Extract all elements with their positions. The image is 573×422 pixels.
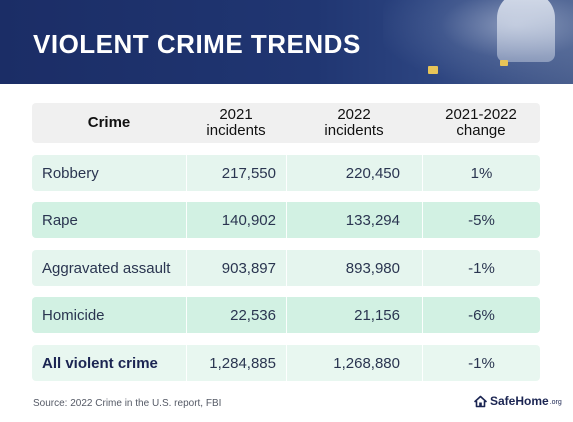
cell-change: -5%: [422, 202, 540, 238]
cell-2022: 133,294: [286, 202, 422, 238]
cell-change: -1%: [422, 250, 540, 286]
evidence-marker-icon: [500, 60, 508, 66]
column-header-sublabel: incidents: [206, 122, 266, 139]
column-header-2021: 2021 incidents: [186, 103, 286, 143]
cell-crime: Rape: [42, 211, 78, 229]
cell-2021: 140,902: [186, 202, 286, 238]
header-banner: VIOLENT CRIME TRENDS: [0, 0, 573, 84]
header-photo-figure: [497, 0, 555, 62]
logo-name: SafeHome: [490, 394, 549, 408]
cell-2021: 217,550: [186, 155, 286, 191]
cell-crime: Aggravated assault: [42, 259, 171, 277]
house-icon: [474, 395, 487, 408]
column-header-crime: Crime: [32, 103, 186, 143]
cell-2022: 893,980: [286, 250, 422, 286]
column-header-2022: 2022 incidents: [286, 103, 422, 143]
page-title: VIOLENT CRIME TRENDS: [33, 29, 361, 59]
cell-change: 1%: [422, 155, 540, 191]
column-header-sublabel: change: [456, 122, 506, 139]
table-row: Homicide 22,536 21,156 -6%: [32, 297, 540, 333]
cell-2022: 1,268,880: [286, 345, 422, 381]
table-row-total: All violent crime 1,284,885 1,268,880 -1…: [32, 345, 540, 381]
column-header-label: 2021: [219, 106, 253, 123]
cell-crime: Robbery: [42, 164, 99, 182]
cell-2022: 21,156: [286, 297, 422, 333]
cell-2022: 220,450: [286, 155, 422, 191]
source-note: Source: 2022 Crime in the U.S. report, F…: [33, 398, 222, 409]
safehome-logo: SafeHome .org: [474, 394, 562, 408]
table-row: Robbery 217,550 220,450 1%: [32, 155, 540, 191]
cell-2021: 903,897: [186, 250, 286, 286]
cell-change: -6%: [422, 297, 540, 333]
column-header-label: Crime: [87, 114, 131, 131]
table-header-row: Crime 2021 incidents 2022 incidents 2021…: [32, 103, 540, 143]
cell-change: -1%: [422, 345, 540, 381]
cell-2021: 1,284,885: [186, 345, 286, 381]
column-header-label: 2021-2022: [445, 106, 517, 123]
cell-2021: 22,536: [186, 297, 286, 333]
logo-suffix: .org: [549, 399, 562, 406]
column-header-sublabel: incidents: [324, 122, 384, 139]
evidence-marker-icon: [428, 66, 438, 74]
table-row: Rape 140,902 133,294 -5%: [32, 202, 540, 238]
table-row: Aggravated assault 903,897 893,980 -1%: [32, 250, 540, 286]
column-header-label: 2022: [337, 106, 371, 123]
column-header-change: 2021-2022 change: [422, 103, 540, 143]
cell-crime: All violent crime: [42, 354, 158, 372]
cell-crime: Homicide: [42, 306, 105, 324]
